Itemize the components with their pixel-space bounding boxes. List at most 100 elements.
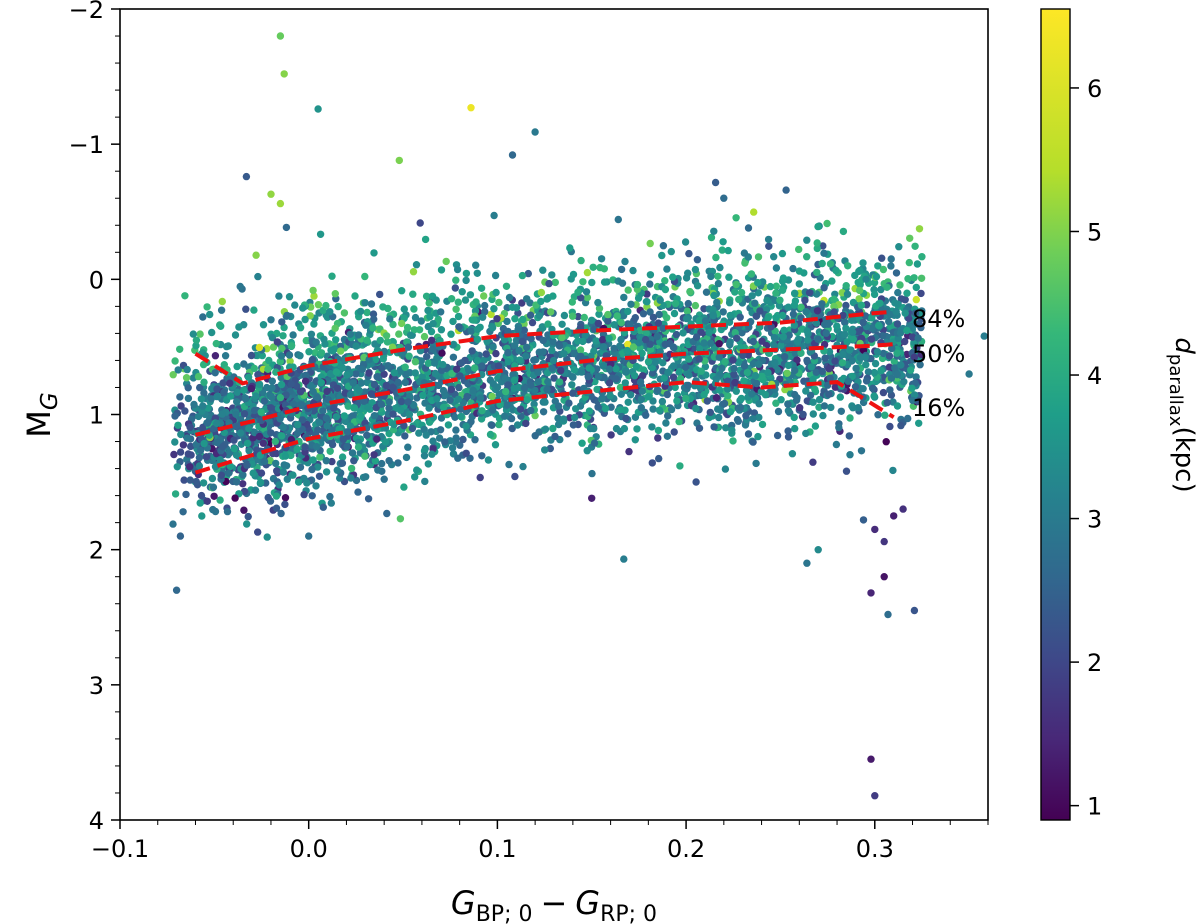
scatter-point [707,272,715,281]
scatter-point [527,381,535,389]
scatter-point [917,289,925,298]
scatter-point [411,473,419,481]
scatter-point [879,265,888,274]
scatter-point [886,422,894,431]
scatter-point [736,403,745,412]
scatter-point [512,304,521,312]
scatter-point [713,298,721,307]
scatter-point [859,259,867,267]
scatter-point [383,509,391,518]
scatter-point [589,263,597,271]
scatter-point [862,377,871,385]
scatter-point [257,469,266,477]
scatter-point [796,404,804,412]
scatter-point [170,450,178,459]
scatter-point [912,373,920,381]
scatter-point [590,439,599,447]
scatter-point [545,279,553,288]
scatter-point [599,343,608,351]
scatter-point [235,323,243,331]
scatter-point [505,293,514,302]
scatter-point [734,358,743,367]
scatter-point [848,328,857,336]
scatter-point [307,303,315,311]
scatter-point [213,438,221,447]
scatter-point [332,368,341,376]
scatter-point [291,301,299,309]
scatter-point [363,336,371,344]
scatter-point [803,253,811,261]
scatter-point [452,276,460,284]
scatter-point [259,321,268,329]
scatter-point [309,286,317,295]
outlier-point [867,755,875,763]
scatter-point [574,312,582,321]
scatter-point [300,490,308,499]
scatter-point [202,453,211,461]
scatter-point [813,244,821,253]
scatter-point [470,316,478,324]
scatter-point [541,446,549,454]
scatter-point [208,474,217,483]
scatter-point [371,340,379,348]
scatter-point [726,408,735,416]
scatter-point [789,264,797,273]
scatter-point [565,399,573,407]
scatter-point [374,466,382,474]
scatter-point [347,474,355,482]
scatter-point [322,468,331,476]
scatter-point [539,336,547,345]
scatter-point [378,459,386,468]
scatter-point [790,413,798,422]
scatter-point [594,372,603,381]
scatter-point [309,456,317,464]
scatter-point [908,333,917,341]
scatter-point [795,267,804,275]
scatter-point [777,396,785,404]
scatter-point [434,381,443,390]
scatter-point [631,314,639,322]
scatter-point [534,368,542,377]
scatter-point [277,352,286,360]
scatter-point [731,378,739,387]
scatter-point [588,469,596,478]
scatter-point [488,392,496,401]
scatter-point [308,465,316,474]
outlier-point [890,512,898,520]
scatter-point [539,266,547,274]
scatter-point [410,305,418,313]
scatter-point [784,303,792,311]
scatter-point [487,310,495,319]
scatter-point [756,307,764,315]
scatter-point [627,391,635,399]
scatter-point [751,372,760,380]
scatter-point [655,310,663,319]
scatter-point [266,456,274,465]
scatter-point [442,257,450,266]
scatter-point [504,349,512,357]
scatter-point [352,370,360,378]
scatter-point [885,317,893,326]
scatter-point [911,242,919,250]
scatter-point [555,342,564,350]
scatter-point [653,332,661,341]
scatter-point [613,312,621,320]
scatter-point [196,499,204,507]
scatter-point [783,369,791,377]
scatter-point [715,413,723,422]
scatter-point [524,269,532,278]
scatter-point [784,433,793,441]
scatter-point [879,388,888,397]
scatter-point [578,439,586,447]
scatter-point [605,334,613,342]
scatter-point [671,299,680,308]
outlier-point [395,156,403,165]
scatter-point [296,324,305,332]
scatter-point [276,393,285,402]
scatter-point [859,318,867,327]
scatter-point [838,359,847,367]
scatter-point [376,290,384,299]
scatter-point [702,288,711,296]
scatter-point [279,332,287,340]
scatter-point [715,353,723,361]
